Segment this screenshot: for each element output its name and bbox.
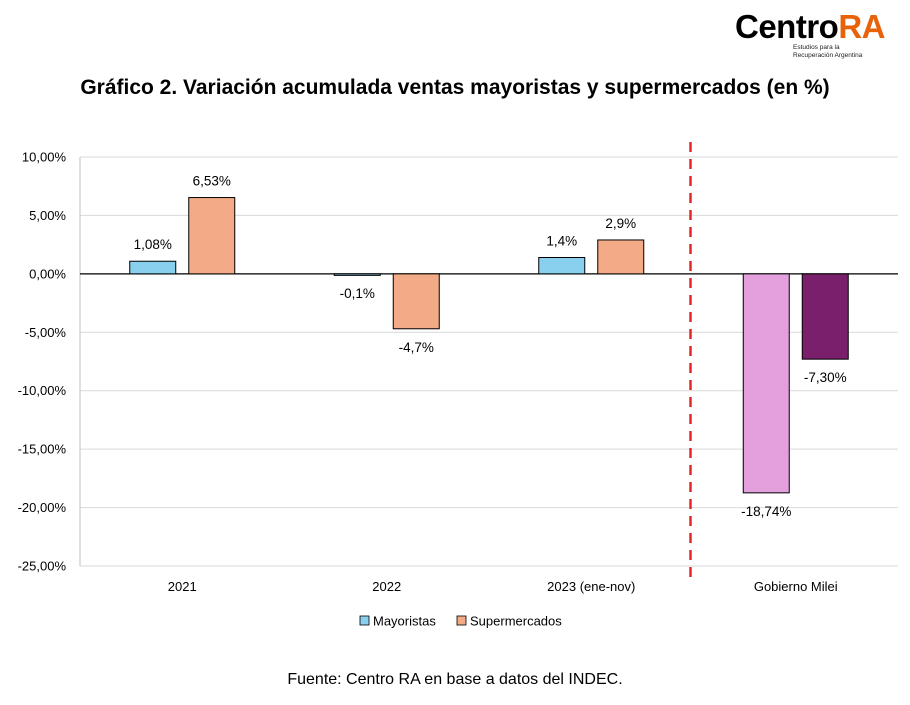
y-tick-label: -15,00%	[18, 442, 67, 457]
data-label: -4,7%	[399, 340, 434, 355]
bar-mayoristas	[129, 260, 177, 275]
chart-title: Gráfico 2. Variación acumulada ventas ma…	[80, 76, 830, 99]
data-label: 1,4%	[546, 233, 577, 248]
legend-swatch-supermercados	[456, 615, 467, 626]
bar-mayoristas	[742, 273, 790, 494]
y-tick-label: 5,00%	[29, 208, 66, 223]
legend-label: Mayoristas	[373, 614, 436, 629]
data-label: -7,30%	[804, 370, 847, 385]
legend-label: Supermercados	[470, 614, 562, 629]
bar-supermercados	[597, 239, 645, 275]
bar-supermercados	[392, 273, 440, 330]
bar-mayoristas	[333, 273, 381, 276]
y-tick-label: 10,00%	[22, 150, 67, 165]
data-label: 6,53%	[193, 174, 231, 189]
category-label: 2023 (ene-nov)	[547, 579, 635, 594]
y-tick-label: 0,00%	[29, 266, 66, 281]
y-tick-label: -20,00%	[18, 500, 67, 515]
bar-mayoristas	[538, 256, 586, 275]
data-label: 1,08%	[134, 237, 172, 252]
logo-subtitle: Estudios para la Recuperación Argentina	[793, 44, 863, 59]
data-label: -18,74%	[741, 504, 791, 519]
data-label: 2,9%	[605, 216, 636, 231]
y-tick-label: -10,00%	[18, 383, 67, 398]
legend-swatch-mayoristas	[359, 615, 370, 626]
bar-supermercados	[801, 273, 849, 360]
category-label: 2022	[372, 579, 401, 594]
data-label: -0,1%	[340, 286, 375, 301]
y-tick-label: -5,00%	[25, 325, 67, 340]
bar-supermercados	[188, 197, 236, 275]
y-tick-label: -25,00%	[18, 559, 67, 574]
centro-ra-logo: CentroRA Estudios para la Recuperación A…	[735, 8, 895, 64]
category-label: Gobierno Milei	[754, 579, 838, 594]
source-note: Fuente: Centro RA en base a datos del IN…	[287, 671, 623, 688]
logo-wordmark: CentroRA	[735, 8, 886, 45]
category-label: 2021	[168, 579, 197, 594]
